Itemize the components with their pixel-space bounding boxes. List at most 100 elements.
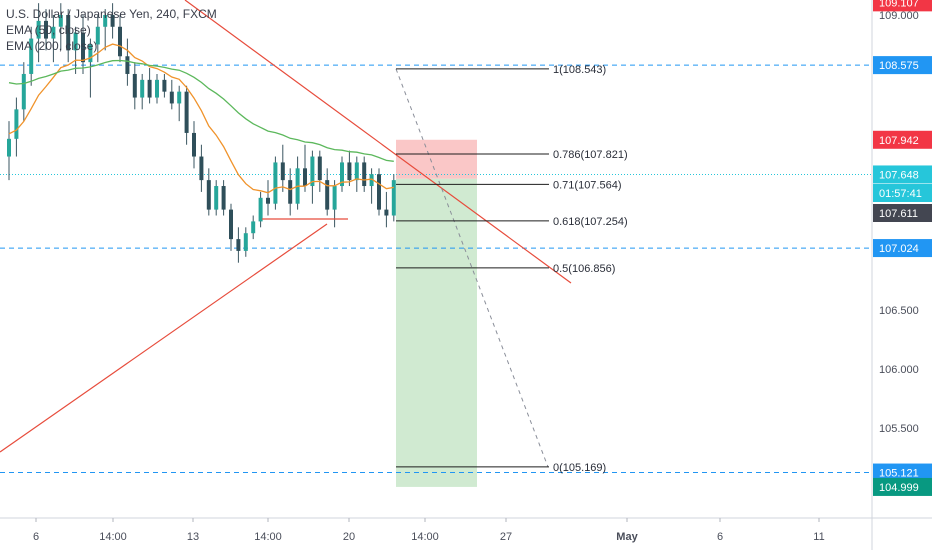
candle-body <box>51 26 56 39</box>
fib-level-label: 1(108.543) <box>553 64 606 76</box>
candle-body <box>110 14 115 27</box>
time-tick-label: 27 <box>500 531 512 543</box>
candle-body <box>288 180 293 204</box>
candle-body <box>155 79 159 98</box>
time-tick-label: 14:00 <box>411 531 439 543</box>
price-axis-marker-label: 108.575 <box>879 60 919 72</box>
price-axis-marker <box>873 239 932 258</box>
candle-body <box>169 91 174 104</box>
candle-body <box>273 162 278 204</box>
candle-body <box>140 79 145 98</box>
ascending-trendline <box>0 223 328 453</box>
candle-body <box>73 32 78 51</box>
price-axis-marker-label: 104.999 <box>879 482 919 494</box>
symbol-label: U.S. Dollar / Japanese Yen, 240, FXCM <box>6 7 217 21</box>
candle-body <box>236 239 241 251</box>
price-axis-marker <box>873 463 932 482</box>
candle-body <box>95 26 100 45</box>
candle-body <box>258 197 263 222</box>
candle-body <box>391 180 396 216</box>
candle-body <box>221 186 226 210</box>
time-tick-label: May <box>616 531 638 543</box>
candle-body <box>384 209 389 216</box>
candle-body <box>251 221 256 234</box>
candle-body <box>36 20 41 39</box>
candle-body <box>184 91 189 133</box>
price-axis-marker <box>873 184 932 202</box>
candle-body <box>177 91 182 104</box>
candle-body <box>325 180 330 210</box>
candle-body <box>317 156 322 181</box>
candle-body <box>103 14 108 27</box>
candle-body <box>14 109 19 139</box>
price-axis-marker-label: 107.611 <box>879 208 918 220</box>
candle-body <box>192 132 196 157</box>
price-axis-marker <box>873 204 932 222</box>
price-tick-label: 106.000 <box>879 364 919 376</box>
candle-body <box>132 73 137 98</box>
candle-body <box>347 162 352 181</box>
price-axis-marker-label: 107.942 <box>879 135 919 147</box>
candle-body <box>377 174 381 210</box>
time-tick-label: 6 <box>33 531 39 543</box>
candle-body <box>369 174 374 187</box>
candle-body <box>118 26 122 57</box>
price-axis-marker <box>873 0 932 12</box>
take-profit-zone <box>396 178 477 487</box>
price-tick-label: 109.000 <box>879 10 919 22</box>
ema50-line <box>8 43 394 194</box>
candle-body <box>229 209 233 240</box>
candle-body <box>310 156 315 187</box>
candle-body <box>29 38 34 74</box>
price-axis-marker <box>873 477 932 496</box>
candle-body <box>7 138 11 157</box>
candle-body <box>340 162 344 187</box>
chart-legend: U.S. Dollar / Japanese Yen, 240, FXCM EM… <box>6 6 217 54</box>
candle-body <box>243 233 248 251</box>
candle-body <box>354 162 359 181</box>
candle-body <box>266 197 270 204</box>
price-axis-marker-label: 107.648 <box>879 169 919 181</box>
fib-level-label: 0.786(107.821) <box>553 149 628 161</box>
price-axis-marker-label: 105.121 <box>879 468 919 480</box>
candle-body <box>147 79 152 98</box>
price-axis-marker-label: 107.024 <box>879 243 919 255</box>
stop-loss-zone <box>396 139 477 179</box>
descending-trendline <box>184 0 572 284</box>
ema200-label: EMA (200, close) <box>6 39 98 53</box>
candle-body <box>44 20 48 39</box>
candle-body <box>81 32 85 63</box>
time-tick-label: 11 <box>813 531 824 543</box>
candle-body <box>58 14 63 27</box>
fib-level-label: 0(105.169) <box>553 462 606 474</box>
candle-body <box>362 162 367 187</box>
price-axis-marker-label: 01:57:41 <box>879 188 922 200</box>
projection-line <box>395 68 549 468</box>
candle-body <box>214 186 219 210</box>
candle-body <box>206 180 211 210</box>
candle-body <box>199 156 204 181</box>
price-axis-marker-label: 109.107 <box>879 0 919 9</box>
time-tick-label: 14:00 <box>254 531 282 543</box>
time-tick-label: 14:00 <box>99 531 127 543</box>
price-tick-label: 106.500 <box>879 305 919 317</box>
time-tick-label: 6 <box>717 531 723 543</box>
price-axis-marker <box>873 165 932 184</box>
candle-body <box>280 162 285 181</box>
price-axis-marker <box>873 130 932 149</box>
candle-body <box>88 44 93 63</box>
fib-level-label: 0.618(107.254) <box>553 216 628 228</box>
ema200-line <box>8 59 394 162</box>
price-axis-marker <box>873 56 932 75</box>
time-tick-label: 13 <box>187 531 199 543</box>
candle-body <box>332 186 337 210</box>
candle-body <box>303 168 307 187</box>
fib-level-label: 0.5(106.856) <box>553 263 615 275</box>
candle-body <box>162 79 167 92</box>
fib-level-label: 0.71(107.564) <box>553 179 622 191</box>
price-tick-label: 105.500 <box>879 423 919 435</box>
ema50-label: EMA (50, close) <box>6 23 91 37</box>
candle-body <box>21 73 26 110</box>
